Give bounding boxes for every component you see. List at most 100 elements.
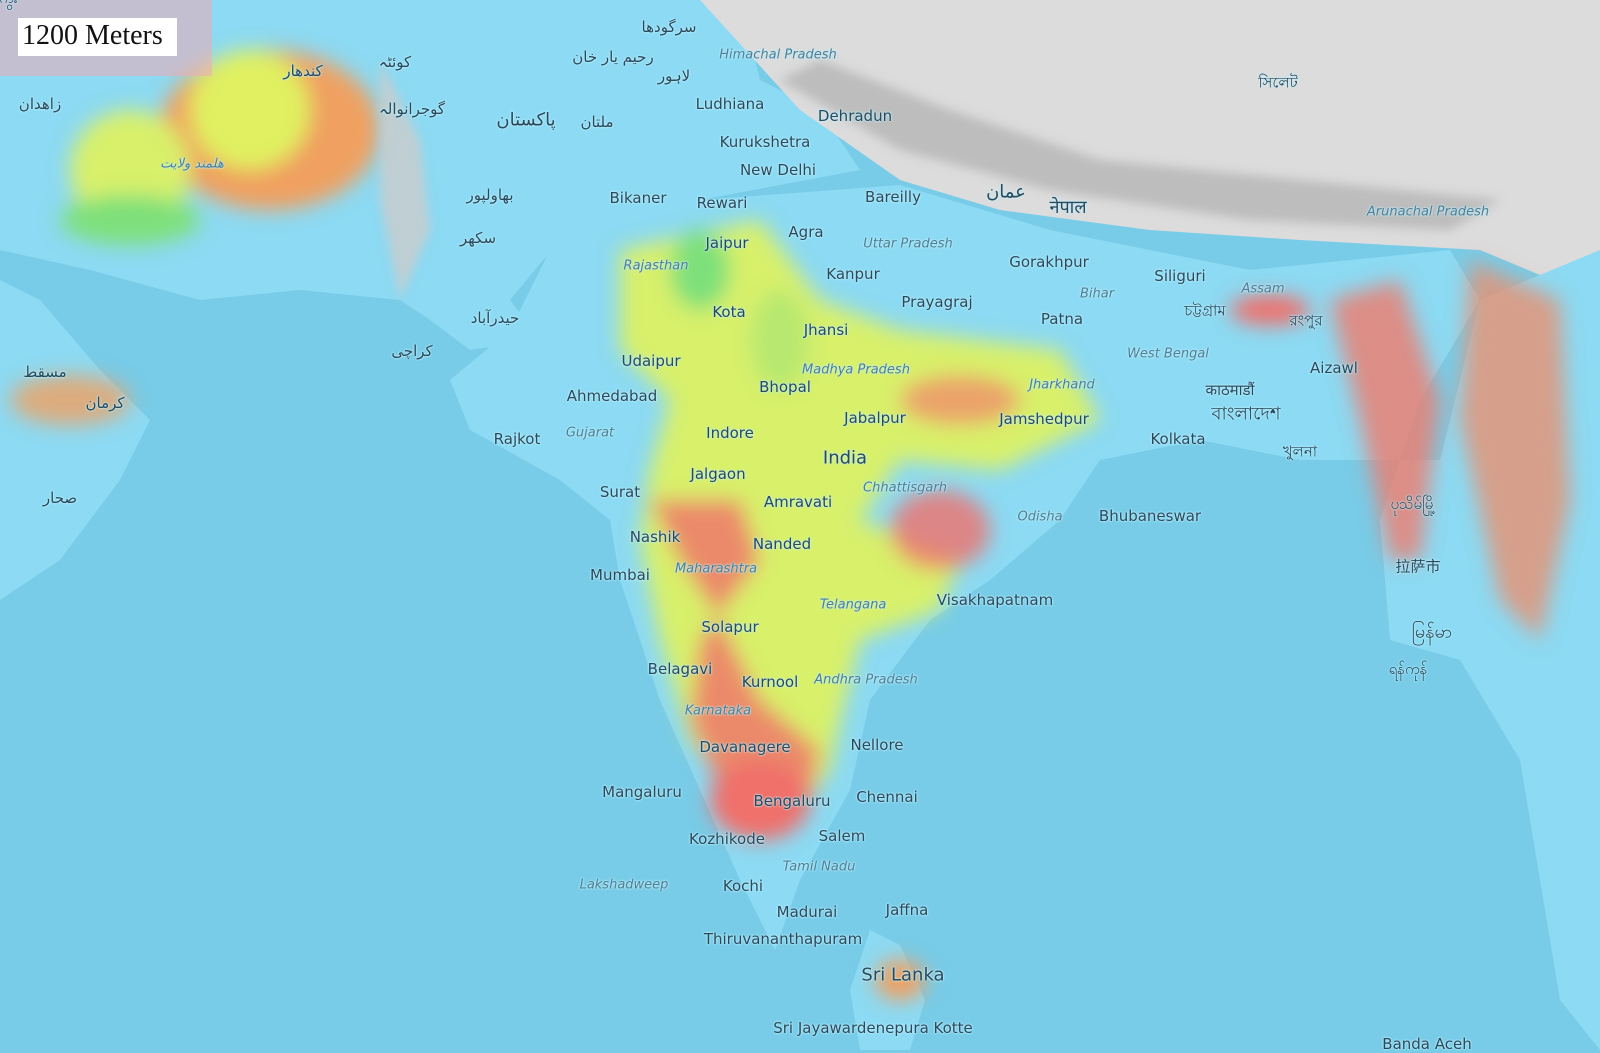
- map-label-city: Udaipur: [621, 352, 681, 370]
- map-label-city: ရန်ကုန်: [1388, 660, 1428, 678]
- map-label-country: India: [822, 447, 868, 469]
- map-label-city: ملتان: [580, 113, 614, 131]
- map-label-region: Himachal Pradesh: [719, 47, 837, 63]
- map-label-city: Agra: [788, 223, 824, 241]
- map-label-city: খুলনা: [1282, 442, 1318, 461]
- map-label-city: Bareilly: [865, 188, 921, 206]
- map-label-city: لاہور: [657, 67, 691, 85]
- map-label-city: Indore: [706, 424, 754, 442]
- map-label-city: Sri Jayawardenepura Kotte: [773, 1019, 973, 1037]
- map-label-region: Arunachal Pradesh: [1366, 204, 1490, 220]
- map-label-country: Sri Lanka: [861, 964, 945, 986]
- map-label-city: Prayagraj: [901, 293, 973, 311]
- map-label-city: Belagavi: [647, 660, 713, 678]
- map-label-city: রংপুর: [1289, 311, 1323, 330]
- elevation-layer: [10, 50, 1570, 1000]
- map-label-city: ပုသိမ်မြို့: [1390, 495, 1436, 513]
- map-label-city: Jabalpur: [844, 409, 906, 427]
- map-label-city: Solapur: [701, 618, 759, 636]
- map-label-country: বাংলাদেশ: [1211, 403, 1281, 425]
- map-label-city: Salem: [818, 827, 866, 845]
- map-label-region: Odisha: [1017, 509, 1063, 525]
- map-label-city: زاهدان: [18, 95, 62, 113]
- map-label-region: Telangana: [819, 597, 887, 613]
- map-label-region: West Bengal: [1127, 346, 1209, 362]
- map-label-city: Jaffna: [885, 901, 929, 919]
- map-label-city: مسقط: [23, 363, 67, 381]
- map-label-city: Mumbai: [590, 566, 650, 584]
- map-label-city: Kochi: [722, 877, 764, 895]
- map-label-country: عمان: [986, 181, 1026, 203]
- map-label-city: Visakhapatnam: [936, 591, 1054, 609]
- map-label-region: Chhattisgarh: [863, 480, 947, 496]
- map-label-city: کوئٹہ: [378, 53, 412, 71]
- map-label-region: Uttar Pradesh: [863, 236, 953, 252]
- map-label-city: Bhubaneswar: [1098, 507, 1202, 525]
- map-label-city: Jaipur: [705, 234, 749, 252]
- map-label-region: Assam: [1241, 281, 1285, 297]
- map-label-city: Bhopal: [759, 378, 811, 396]
- map-label-country: پاکستان: [496, 109, 556, 131]
- map-label-city: حیدرآباد: [470, 309, 520, 327]
- map-label-city: Chennai: [856, 788, 918, 806]
- map-label-city: Nellore: [850, 736, 904, 754]
- map-label-city: काठमाडौं: [1205, 381, 1255, 399]
- map-label-city: New Delhi: [739, 161, 817, 179]
- map-label-city: চট্টগ্রাম: [1184, 301, 1226, 320]
- map-label-city: Bikaner: [609, 189, 667, 207]
- map-label-city: Gorakhpur: [1009, 253, 1089, 271]
- map-label-city: Kurukshetra: [719, 133, 811, 151]
- map-label-city: Kurnool: [741, 673, 799, 691]
- map-label-city: Kanpur: [826, 265, 880, 283]
- map-label-city: صحار: [42, 489, 78, 507]
- map-label-city: کراچی: [391, 342, 433, 360]
- map-label-region: Jharkhand: [1029, 377, 1095, 393]
- map-label-region: Rajasthan: [623, 258, 689, 274]
- map-label-city: Nanded: [752, 535, 812, 553]
- elevation-label: 1200 Meters: [18, 18, 177, 56]
- map-label-region: Maharashtra: [674, 561, 758, 577]
- map-label-city: کندهار: [283, 62, 323, 80]
- map-label-region: Madhya Pradesh: [802, 362, 910, 378]
- map-label-city: Jamshedpur: [999, 410, 1089, 428]
- map-label-city: Surat: [599, 483, 641, 501]
- map-label-region: Lakshadweep: [579, 877, 669, 893]
- map-label-city: سکھر: [459, 229, 497, 247]
- map-label-city: گوجرانوالہ: [378, 100, 446, 118]
- map-label-city: Aizawl: [1310, 359, 1358, 377]
- map-label-city: Rajkot: [493, 430, 541, 448]
- map-label-city: Bengaluru: [753, 792, 831, 810]
- map-label-city: Dehradun: [817, 107, 893, 125]
- map-label-region: Gujarat: [565, 425, 615, 441]
- map-label-region: Karnataka: [684, 703, 752, 719]
- map-label-city: Madurai: [776, 903, 838, 921]
- map-label-region: هلمند ولایت: [160, 156, 224, 172]
- map-label-city: Jhansi: [803, 321, 849, 339]
- map-label-region: Andhra Pradesh: [814, 672, 918, 688]
- mountain-shading: [380, 60, 1500, 300]
- map-label-city: Ludhiana: [695, 95, 765, 113]
- map-label-city: Davanagere: [699, 738, 791, 756]
- map-label-region: Bihar: [1079, 286, 1115, 302]
- map-label-city: Jalgaon: [690, 465, 746, 483]
- map-label-city: سرگودھا: [641, 18, 697, 36]
- map-label-city: بهاولپور: [466, 186, 514, 204]
- map-label-city: Kozhikode: [689, 830, 765, 848]
- map-label-city: کرمان: [85, 394, 125, 412]
- map-label-region: Tamil Nadu: [782, 859, 856, 875]
- map-label-city: Kolkata: [1150, 430, 1206, 448]
- map-label-country: नेपाल: [1049, 197, 1087, 218]
- map-label-city: Rewari: [696, 194, 748, 212]
- map-label-city: সিলেট: [1258, 73, 1298, 92]
- map-label-city: 拉萨市: [1395, 557, 1441, 576]
- land-oman: [0, 280, 150, 600]
- map-label-city: Kota: [712, 303, 746, 321]
- map-label-city: မကွေး: [0, 0, 18, 11]
- map-label-country: မြန်မာ: [1411, 621, 1453, 643]
- map-label-city: Ahmedabad: [566, 387, 658, 405]
- map-label-city: Nashik: [629, 528, 681, 546]
- map-label-city: Siliguri: [1154, 267, 1206, 285]
- map-label-city: Thiruvananthapuram: [703, 930, 863, 948]
- map-label-city: رحیم یار خان: [572, 48, 654, 66]
